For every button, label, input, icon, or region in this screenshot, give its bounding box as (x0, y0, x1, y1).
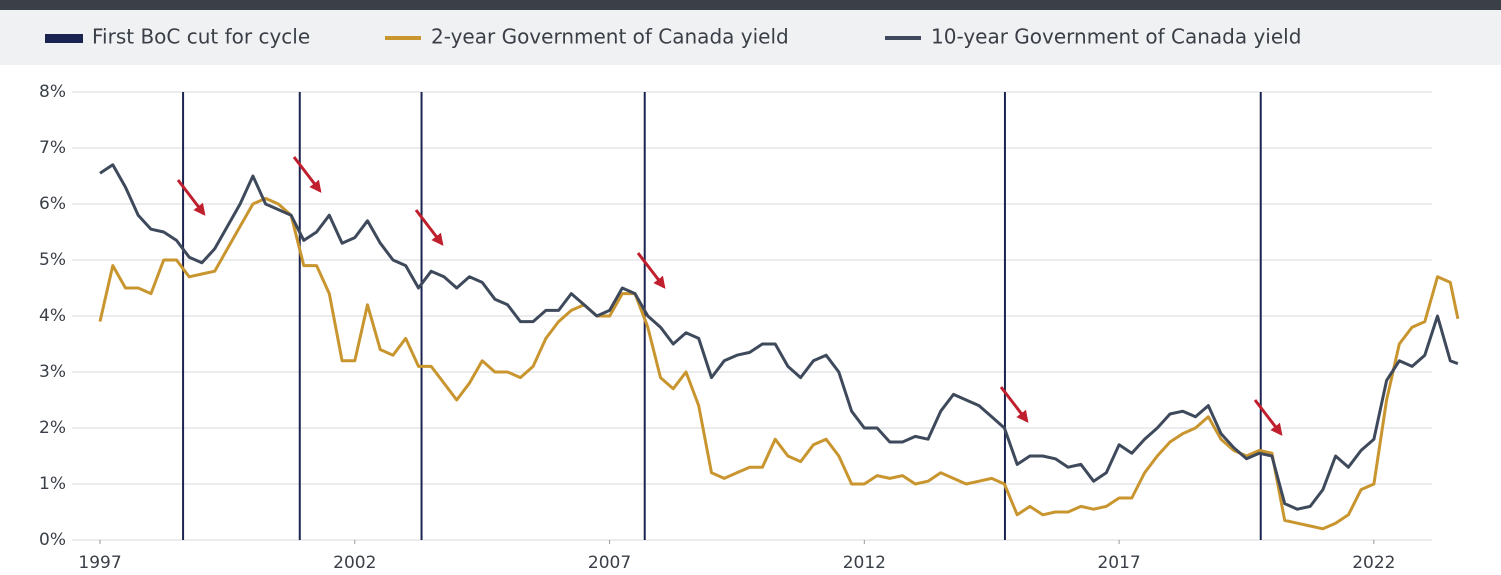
y-tick-label: 3% (39, 362, 66, 382)
legend-label: 10-year Government of Canada yield (931, 25, 1301, 49)
y-tick-label: 5% (39, 250, 66, 270)
x-tick-label: 1997 (78, 553, 121, 573)
legend-swatch (45, 34, 83, 43)
x-tick-label: 2002 (333, 553, 376, 573)
arrow (999, 386, 1029, 423)
legend-label: First BoC cut for cycle (92, 25, 310, 49)
y-tick-label: 2% (39, 418, 66, 438)
y-tick-label: 8% (39, 82, 66, 102)
arrow (176, 179, 206, 216)
plot: 0% 1% 2% 3% 4% 5% 6% 7% 8% 1997 2002 2007 2012 2017 20… (39, 82, 1460, 573)
y-tick-label: 6% (39, 194, 66, 214)
x-tick-label: 2012 (843, 553, 886, 573)
legend-bg (0, 10, 1501, 65)
x-tick-label: 2017 (1097, 553, 1140, 573)
y-tick-label: 4% (39, 306, 66, 326)
arrow (636, 252, 666, 289)
series-line (98, 196, 1460, 531)
y-tick-label: 7% (39, 138, 66, 158)
arrow (414, 209, 444, 246)
y-tick-label: 0% (39, 530, 66, 550)
x-tick-label: 2007 (588, 553, 631, 573)
legend-label: 2-year Government of Canada yield (431, 25, 789, 49)
header-bar (0, 0, 1501, 10)
x-tick-label: 2022 (1352, 553, 1395, 573)
series-line (99, 163, 1459, 511)
arrow (1253, 399, 1283, 436)
y-tick-label: 1% (39, 474, 66, 494)
arrow (292, 156, 322, 193)
arrows (176, 156, 1283, 436)
